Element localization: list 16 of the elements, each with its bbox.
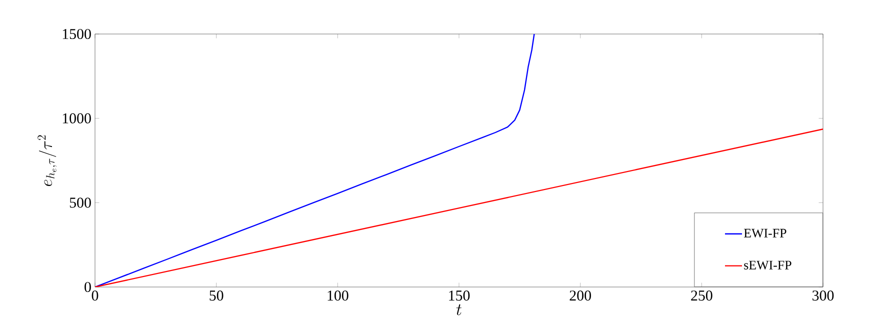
- y-tick-label: 500: [70, 198, 91, 208]
- x-tick-label: 100: [328, 290, 348, 301]
- x-tick-label: 0: [92, 290, 98, 301]
- y-axis-title: $e_{h_e,\tau}/\tau^2$: [38, 135, 57, 186]
- x-tick-label: 50: [210, 290, 224, 301]
- line-series: [95, 34, 535, 287]
- x-tick-label: 250: [691, 290, 712, 301]
- x-tick-label: 150: [449, 290, 470, 301]
- legend-label: EWI-FP: [744, 228, 786, 238]
- y-tick-label: 0: [84, 282, 91, 292]
- x-axis-title: $t$: [456, 304, 462, 316]
- x-tick-label: 300: [812, 290, 834, 301]
- x-tick-label: 200: [570, 290, 591, 301]
- y-tick-label: 1500: [62, 28, 91, 40]
- legend-label: sEWI-FP: [744, 260, 792, 270]
- y-tick-label: 1000: [62, 113, 91, 124]
